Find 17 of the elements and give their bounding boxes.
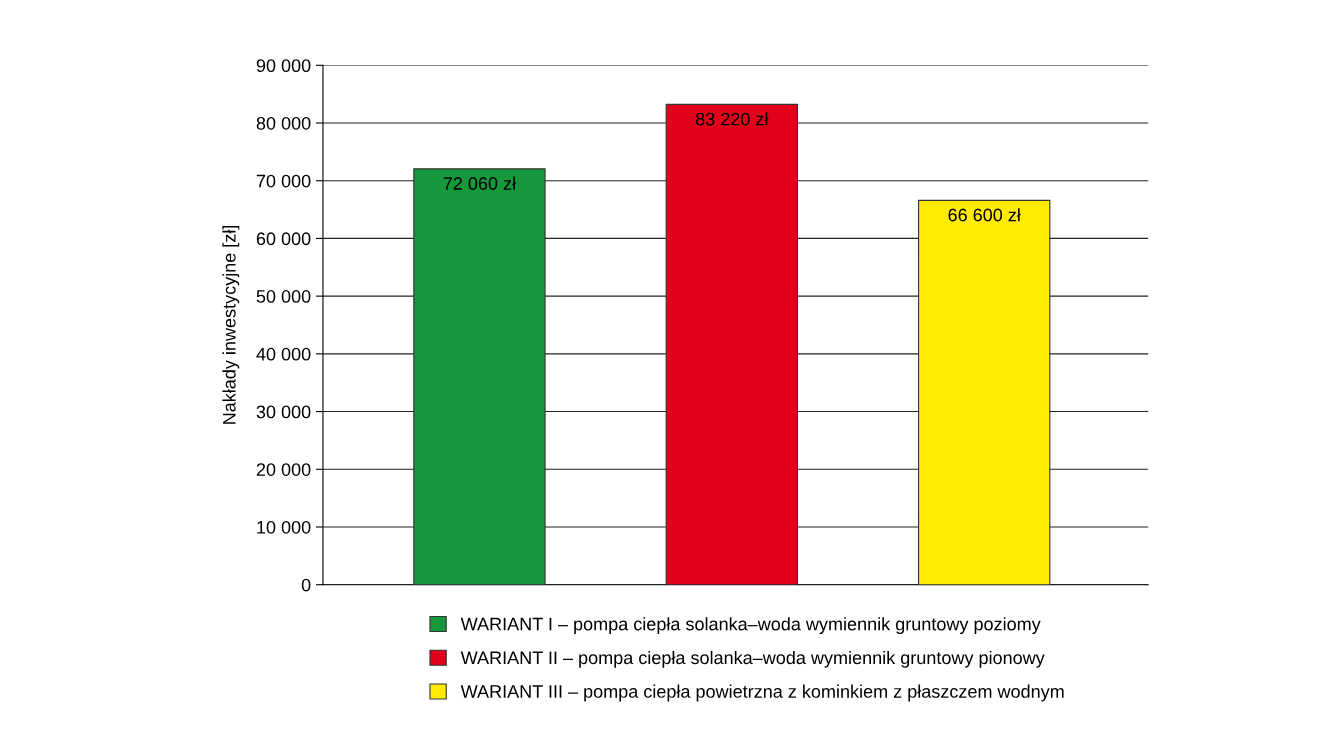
- y-tick-label: 70 000: [256, 174, 311, 188]
- y-tick-label: 60 000: [256, 232, 311, 246]
- y-tick-label: 40 000: [256, 347, 311, 361]
- y-tick-label: 80 000: [256, 116, 311, 130]
- y-tick-label: 20 000: [256, 463, 311, 476]
- y-tick-label: 0: [301, 578, 311, 592]
- legend-label: WARIANT II – pompa ciepła solanka–woda wymiennik gruntowy pionowy: [460, 650, 1045, 668]
- data-label: 66 600 zł: [948, 208, 1021, 222]
- legend-label: WARIANT III – pompa ciepła powietrzna z kominkiem z płaszczem wodnym: [460, 684, 1064, 702]
- y-tick-label: 10 000: [257, 520, 311, 534]
- y-tick-label: 30 000: [256, 405, 311, 419]
- data-label: 72 060 zł: [443, 176, 516, 190]
- y-tick-label: 90 000: [256, 59, 311, 73]
- y-axis-title: Nakłady inwestycyjne [zł]: [222, 225, 240, 424]
- y-tick-label: 50 000: [256, 290, 311, 303]
- data-label: 83 220 zł: [695, 112, 769, 126]
- legend-label: WARIANT I – pompa ciepła solanka–woda wymiennik gruntowy poziomy: [460, 617, 1041, 634]
